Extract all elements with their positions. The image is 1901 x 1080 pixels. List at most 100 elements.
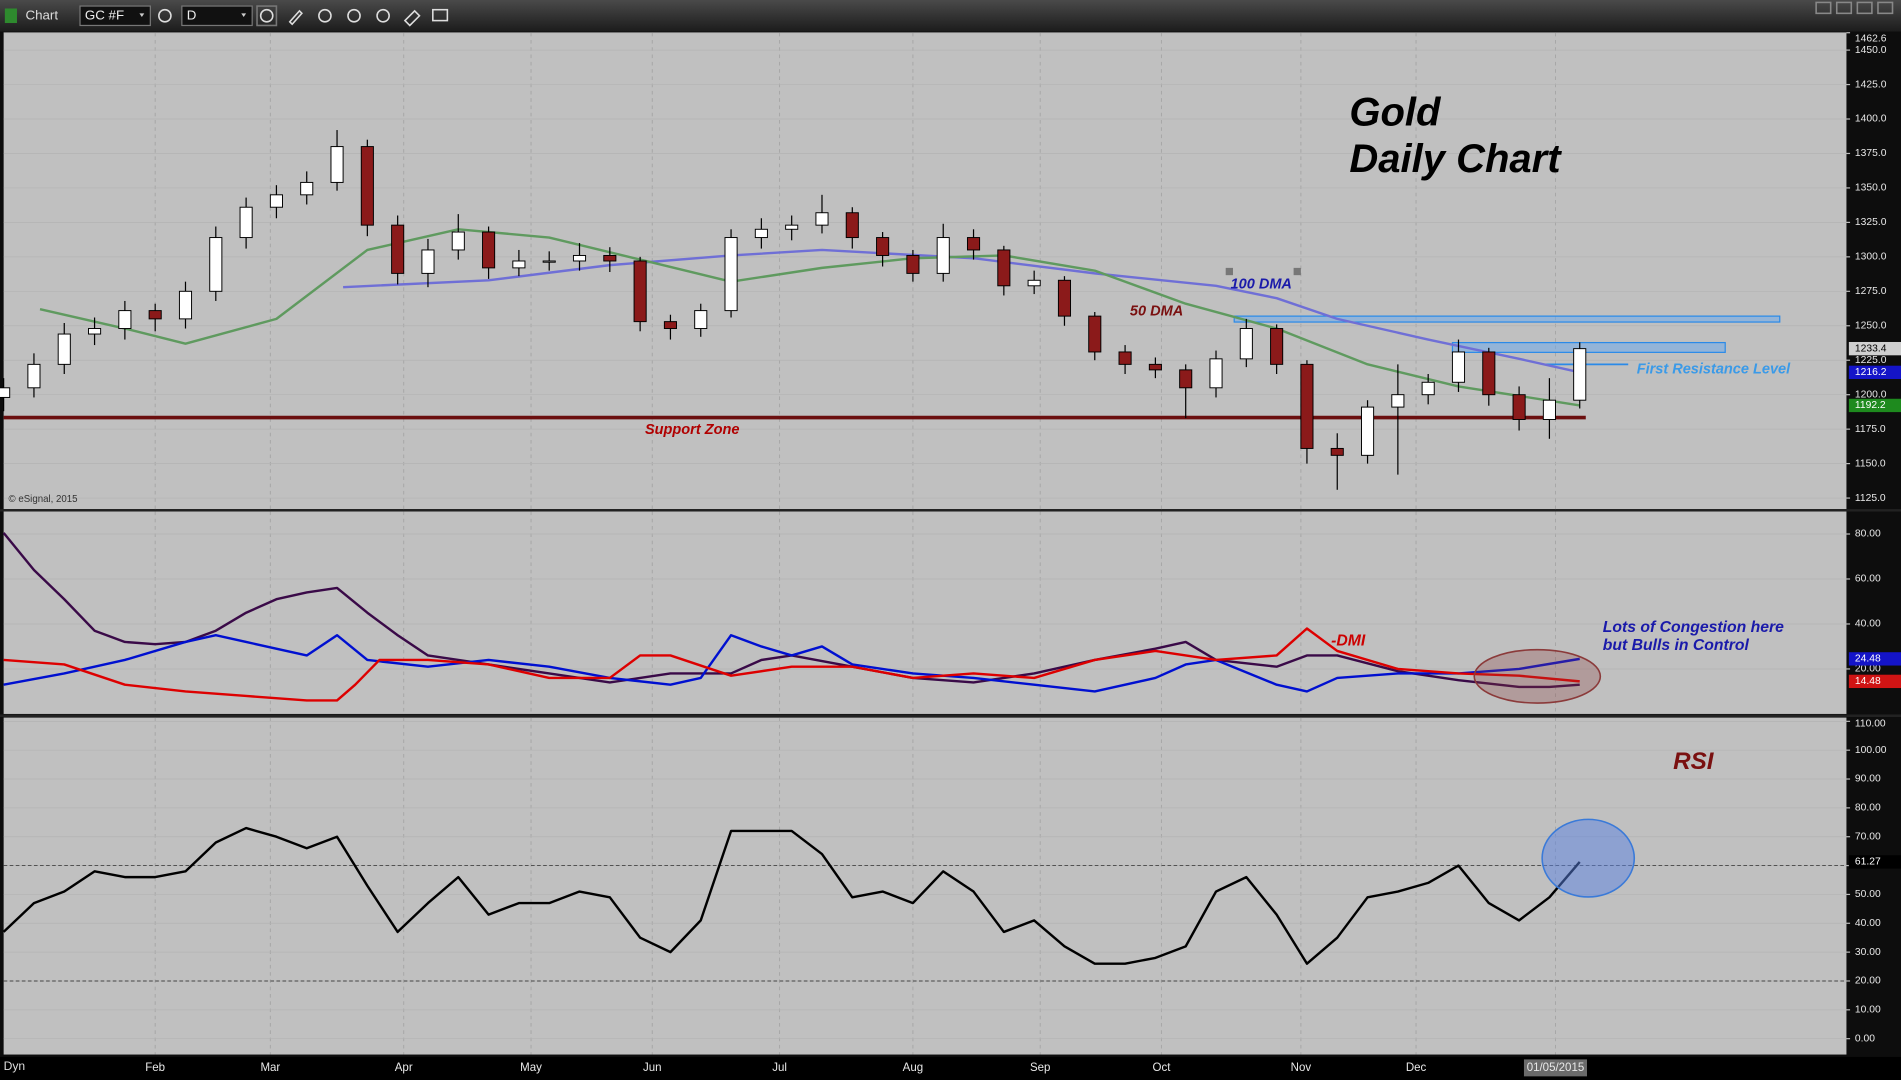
candle-body	[330, 146, 344, 183]
candle-body	[633, 260, 647, 323]
candle-body	[512, 260, 526, 269]
series-line	[3, 634, 1580, 693]
highlight-circle	[1541, 818, 1636, 898]
value-tag	[1848, 341, 1901, 356]
interval[interactable]: D	[187, 7, 197, 22]
resistance-zone	[1233, 315, 1781, 323]
window-button[interactable]	[1835, 1, 1853, 15]
y-tick-label: 1462.6	[1855, 34, 1887, 45]
candle-body	[239, 206, 253, 239]
y-tick-label: 20.00	[1855, 664, 1881, 675]
candle-body	[118, 310, 132, 330]
series-line	[2, 826, 1581, 965]
x-tick-label: Sep	[1030, 1062, 1050, 1074]
support-label: Support Zone	[645, 422, 739, 438]
x-tick-label: May	[520, 1062, 542, 1074]
candle-body	[360, 146, 374, 226]
chart-subtitle: Daily Chart	[1349, 137, 1562, 181]
value-tag-label: 61.27	[1855, 857, 1881, 868]
dropdown-arrow[interactable]	[241, 13, 247, 17]
x-tick-label: Oct	[1153, 1062, 1172, 1074]
candle-body	[1027, 279, 1041, 287]
icon[interactable]	[432, 8, 449, 22]
x-tick-label: Aug	[903, 1062, 923, 1074]
y-tick-label: 1175.0	[1855, 424, 1886, 435]
symbol[interactable]: GC #F	[85, 7, 124, 22]
y-tick-label: 1325.0	[1855, 217, 1887, 228]
candle-body	[1057, 279, 1072, 317]
window-button[interactable]	[1856, 1, 1873, 15]
candle-body	[724, 237, 738, 312]
candle-body	[209, 237, 223, 292]
candle-body	[1239, 328, 1253, 360]
panel-title: RSI	[1673, 748, 1715, 775]
y-tick-label: 1400.0	[1855, 114, 1887, 125]
x-tick-label: Jul	[772, 1062, 787, 1074]
y-tick-label: 90.00	[1855, 774, 1881, 785]
series-label: 50 DMA	[1130, 303, 1183, 319]
candle-body	[663, 321, 677, 330]
candle-body	[482, 231, 496, 269]
icon[interactable]	[403, 9, 421, 27]
icon[interactable]	[158, 8, 172, 23]
icon[interactable]	[256, 5, 278, 27]
candle-body	[936, 237, 950, 274]
y-tick-label: 10.00	[1855, 1005, 1881, 1016]
symbol-box[interactable]	[79, 5, 151, 27]
candle-body	[0, 387, 11, 398]
icon[interactable]	[259, 8, 274, 23]
candle-body	[1542, 399, 1556, 420]
value-tag-label: 1233.4	[1855, 343, 1887, 354]
candle-body	[391, 224, 405, 274]
candle-body	[997, 249, 1011, 287]
icon[interactable]	[318, 8, 332, 23]
candle-body	[542, 260, 556, 263]
window-button[interactable]	[1815, 1, 1832, 15]
y-tick-label: 1300.0	[1855, 252, 1887, 263]
candle-body	[27, 363, 41, 389]
y-tick-label: 40.00	[1855, 619, 1881, 630]
candle-body	[1512, 394, 1526, 420]
dropdown-arrow[interactable]	[139, 13, 145, 17]
y-tick-label: 1150.0	[1855, 458, 1886, 469]
y-tick-label: 40.00	[1855, 918, 1881, 929]
y-tick-label: 1250.0	[1855, 320, 1887, 331]
x-tick-label: Dec	[1406, 1062, 1427, 1074]
icon[interactable]	[376, 8, 390, 23]
y-tick-label: 1225.0	[1855, 355, 1887, 366]
candle-body	[1451, 351, 1466, 383]
copyright: © eSignal, 2015	[8, 494, 77, 505]
candle-body	[1209, 358, 1223, 389]
y-tick-label: 80.00	[1855, 803, 1881, 814]
candle-body	[421, 249, 435, 274]
candle-body	[269, 194, 283, 208]
candle-body	[1421, 381, 1435, 396]
interval-box[interactable]	[181, 5, 253, 27]
window-button[interactable]	[1877, 1, 1894, 15]
candle-body	[572, 254, 587, 262]
value-tag-label: 1216.2	[1855, 367, 1887, 378]
candle-body	[1573, 348, 1587, 401]
annotation: Lots of Congestion here	[1603, 619, 1784, 636]
candle-body	[300, 181, 314, 196]
y-tick-label: 1350.0	[1855, 183, 1887, 194]
candle-body	[785, 224, 799, 230]
candle-body	[815, 212, 829, 226]
y-tick-label: 20.00	[1855, 976, 1881, 987]
x-tick-label: Nov	[1291, 1062, 1312, 1074]
y-tick-label: 1375.0	[1855, 148, 1887, 159]
y-tick-label: 110.00	[1855, 718, 1886, 729]
candle-body	[1330, 447, 1344, 456]
chart-title: Gold	[1349, 91, 1442, 135]
x-axis-bar	[0, 1056, 1901, 1080]
resistance-label: First Resistance Level	[1637, 362, 1791, 378]
toolbar-icons[interactable]	[158, 1, 1894, 27]
y-tick-label: 1200.0	[1855, 389, 1887, 400]
candle-body	[1391, 394, 1405, 408]
icon[interactable]	[288, 9, 303, 26]
candle-body	[906, 254, 920, 274]
y-tick-label: 80.00	[1855, 529, 1881, 540]
icon[interactable]	[347, 8, 361, 23]
y-tick-label: 50.00	[1855, 889, 1881, 900]
